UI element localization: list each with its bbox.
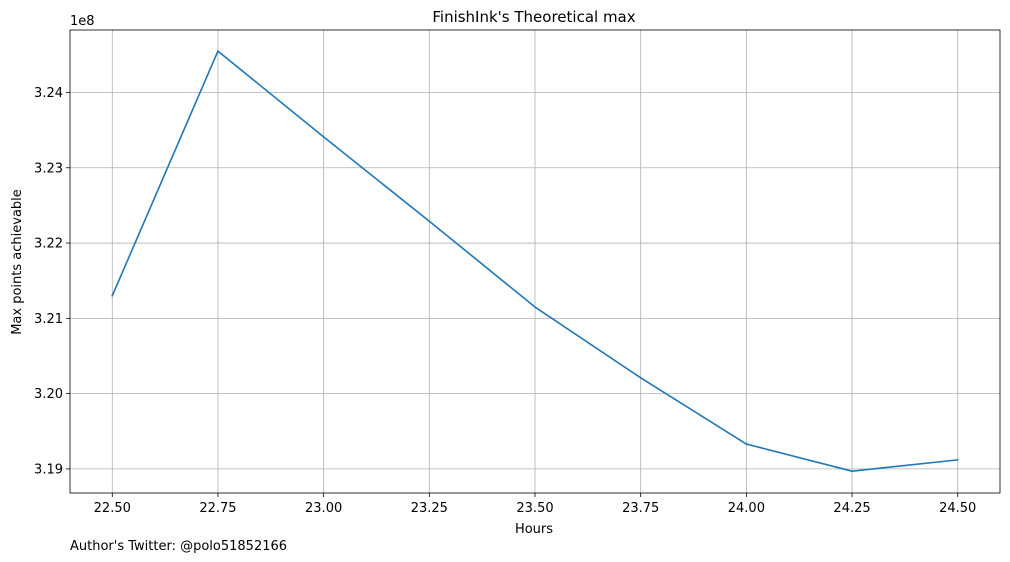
- x-tick-label: 23.00: [305, 501, 342, 516]
- x-tick-label: 23.50: [516, 501, 553, 516]
- x-tick-label: 24.00: [728, 501, 765, 516]
- data-point: [639, 377, 642, 379]
- y-tick-label: 3.19: [34, 462, 63, 477]
- y-axis: 3.19 3.20 3.21 3.22 3.23 3.24: [34, 86, 70, 477]
- y-tick-label: 3.22: [34, 237, 63, 252]
- y-axis-offset-label: 1e8: [70, 14, 95, 29]
- x-tick-label: 23.25: [411, 501, 448, 516]
- x-tick-label: 24.50: [939, 501, 976, 516]
- y-tick-label: 3.20: [34, 387, 63, 402]
- data-point: [428, 220, 431, 223]
- y-tick-label: 3.24: [34, 86, 63, 101]
- grid: [70, 30, 1000, 493]
- x-axis-label: Hours: [515, 522, 553, 537]
- x-tick-label: 22.75: [199, 501, 236, 516]
- data-point: [111, 294, 114, 297]
- y-axis-label: Max points achievable: [10, 189, 25, 335]
- data-point: [322, 136, 325, 138]
- x-tick-label: 23.75: [622, 501, 659, 516]
- x-tick-label: 24.25: [833, 501, 870, 516]
- data-point: [217, 50, 219, 52]
- x-tick-label: 22.50: [94, 501, 131, 516]
- data-point: [956, 459, 959, 461]
- y-tick-label: 3.23: [34, 161, 63, 176]
- data-point: [534, 306, 536, 308]
- y-tick-label: 3.21: [34, 312, 63, 327]
- data-point: [745, 443, 748, 445]
- series-layer: [111, 50, 959, 472]
- data-point: [851, 470, 853, 472]
- x-axis: 22.50 22.75 23.00 23.25 23.50 23.75 24.00 24.25…: [94, 493, 976, 516]
- chart-title: FinishInk's Theoretical max: [432, 8, 635, 26]
- author-footer: Author's Twitter: @polo51852166: [70, 539, 287, 554]
